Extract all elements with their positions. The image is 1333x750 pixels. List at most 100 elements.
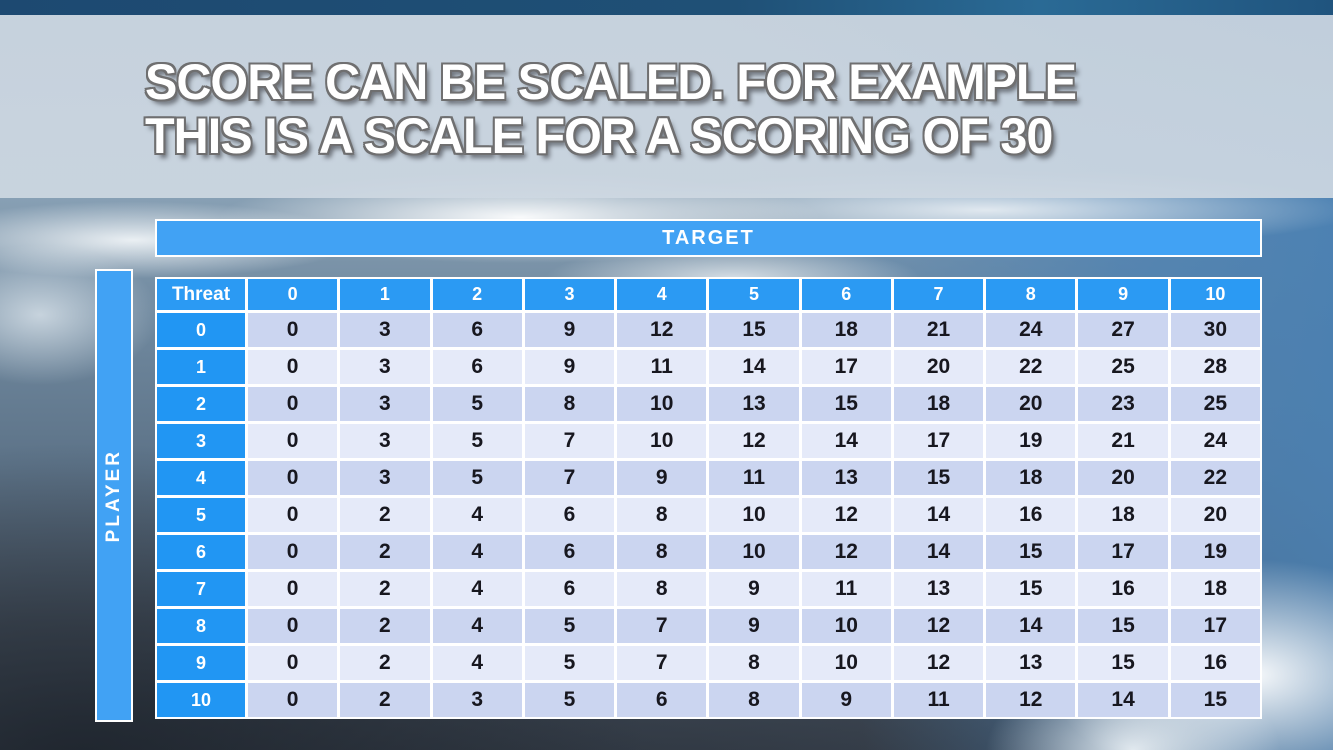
score-cell-r7-c1: 2 bbox=[340, 572, 430, 606]
score-cell-r6-c2: 4 bbox=[432, 535, 522, 569]
score-cell-r6-c0: 0 bbox=[248, 535, 338, 569]
score-cell-r0-c2: 6 bbox=[432, 313, 522, 347]
score-cell-r0-c10: 30 bbox=[1170, 313, 1260, 347]
score-cell-r9-c1: 2 bbox=[340, 646, 430, 680]
score-cell-r4-c1: 3 bbox=[340, 461, 430, 495]
score-cell-r8-c2: 4 bbox=[432, 609, 522, 643]
score-cell-r9-c4: 7 bbox=[617, 646, 707, 680]
score-cell-r8-c6: 10 bbox=[801, 609, 891, 643]
score-cell-r9-c3: 5 bbox=[524, 646, 615, 680]
score-cell-r10-c3: 5 bbox=[524, 683, 615, 717]
score-cell-r0-c5: 15 bbox=[709, 313, 799, 347]
score-cell-r4-c9: 20 bbox=[1078, 461, 1168, 495]
score-cell-r3-c4: 10 bbox=[617, 424, 707, 458]
title-band: SCORE CAN BE SCALED. FOR EXAMPLE THIS IS… bbox=[0, 15, 1333, 198]
score-cell-r5-c10: 20 bbox=[1170, 498, 1260, 532]
score-cell-r9-c10: 16 bbox=[1170, 646, 1260, 680]
score-cell-r0-c8: 24 bbox=[986, 313, 1076, 347]
score-cell-r6-c8: 15 bbox=[986, 535, 1076, 569]
score-cell-r8-c10: 17 bbox=[1170, 609, 1260, 643]
score-cell-r2-c4: 10 bbox=[617, 387, 707, 421]
score-cell-r0-c9: 27 bbox=[1078, 313, 1168, 347]
score-cell-r8-c5: 9 bbox=[709, 609, 799, 643]
score-cell-r1-c2: 6 bbox=[432, 350, 522, 384]
score-cell-r5-c1: 2 bbox=[340, 498, 430, 532]
score-cell-r10-c10: 15 bbox=[1170, 683, 1260, 717]
score-cell-r10-c5: 8 bbox=[709, 683, 799, 717]
score-cell-r4-c10: 22 bbox=[1170, 461, 1260, 495]
score-cell-r8-c4: 7 bbox=[617, 609, 707, 643]
score-cell-r0-c4: 12 bbox=[617, 313, 707, 347]
score-cell-r2-c8: 20 bbox=[986, 387, 1076, 421]
player-axis-header: PLAYER bbox=[95, 269, 133, 722]
score-cell-r0-c7: 21 bbox=[893, 313, 984, 347]
row-header-6: 6 bbox=[157, 535, 245, 569]
score-cell-r10-c6: 9 bbox=[801, 683, 891, 717]
row-header-5: 5 bbox=[157, 498, 245, 532]
corner-header-threat: Threat bbox=[157, 279, 245, 310]
score-matrix: Threat 0 1 2 3 4 5 6 7 8 9 10 0 0 3 6 9 12 15 18 21 24 27 30 1 0 3… bbox=[155, 277, 1262, 719]
score-cell-r9-c7: 12 bbox=[893, 646, 984, 680]
score-cell-r3-c3: 7 bbox=[524, 424, 615, 458]
row-header-3: 3 bbox=[157, 424, 245, 458]
row-header-2: 2 bbox=[157, 387, 245, 421]
score-cell-r6-c10: 19 bbox=[1170, 535, 1260, 569]
score-cell-r4-c3: 7 bbox=[524, 461, 615, 495]
score-cell-r2-c10: 25 bbox=[1170, 387, 1260, 421]
score-cell-r1-c0: 0 bbox=[248, 350, 338, 384]
score-cell-r4-c4: 9 bbox=[617, 461, 707, 495]
score-cell-r2-c9: 23 bbox=[1078, 387, 1168, 421]
col-header-4: 4 bbox=[617, 279, 707, 310]
score-cell-r7-c10: 18 bbox=[1170, 572, 1260, 606]
score-cell-r1-c7: 20 bbox=[893, 350, 984, 384]
score-cell-r9-c0: 0 bbox=[248, 646, 338, 680]
score-cell-r2-c6: 15 bbox=[801, 387, 891, 421]
score-cell-r1-c6: 17 bbox=[801, 350, 891, 384]
row-header-4: 4 bbox=[157, 461, 245, 495]
row-header-10: 10 bbox=[157, 683, 245, 717]
score-cell-r7-c6: 11 bbox=[801, 572, 891, 606]
title-line-2: THIS IS A SCALE FOR A SCORING OF 30 bbox=[145, 108, 1053, 164]
score-cell-r6-c1: 2 bbox=[340, 535, 430, 569]
score-cell-r0-c3: 9 bbox=[524, 313, 615, 347]
col-header-7: 7 bbox=[893, 279, 984, 310]
row-header-7: 7 bbox=[157, 572, 245, 606]
score-cell-r2-c7: 18 bbox=[893, 387, 984, 421]
row-header-0: 0 bbox=[157, 313, 245, 347]
score-cell-r3-c1: 3 bbox=[340, 424, 430, 458]
score-cell-r6-c3: 6 bbox=[524, 535, 615, 569]
score-cell-r9-c2: 4 bbox=[432, 646, 522, 680]
score-cell-r6-c6: 12 bbox=[801, 535, 891, 569]
row-header-1: 1 bbox=[157, 350, 245, 384]
score-cell-r1-c4: 11 bbox=[617, 350, 707, 384]
score-cell-r8-c7: 12 bbox=[893, 609, 984, 643]
player-axis-label: PLAYER bbox=[103, 448, 124, 543]
score-cell-r9-c9: 15 bbox=[1078, 646, 1168, 680]
slide-title: SCORE CAN BE SCALED. FOR EXAMPLE THIS IS… bbox=[145, 55, 1077, 164]
score-cell-r9-c6: 10 bbox=[801, 646, 891, 680]
score-cell-r4-c6: 13 bbox=[801, 461, 891, 495]
top-accent-bar bbox=[0, 0, 1333, 15]
score-cell-r5-c2: 4 bbox=[432, 498, 522, 532]
score-cell-r7-c2: 4 bbox=[432, 572, 522, 606]
score-cell-r3-c9: 21 bbox=[1078, 424, 1168, 458]
col-header-5: 5 bbox=[709, 279, 799, 310]
score-cell-r8-c8: 14 bbox=[986, 609, 1076, 643]
score-cell-r10-c1: 2 bbox=[340, 683, 430, 717]
score-cell-r1-c1: 3 bbox=[340, 350, 430, 384]
score-cell-r5-c5: 10 bbox=[709, 498, 799, 532]
score-cell-r5-c6: 12 bbox=[801, 498, 891, 532]
score-cell-r0-c0: 0 bbox=[248, 313, 338, 347]
score-cell-r3-c0: 0 bbox=[248, 424, 338, 458]
target-axis-header: TARGET bbox=[155, 219, 1262, 257]
score-cell-r1-c8: 22 bbox=[986, 350, 1076, 384]
score-cell-r5-c8: 16 bbox=[986, 498, 1076, 532]
col-header-6: 6 bbox=[801, 279, 891, 310]
score-cell-r10-c8: 12 bbox=[986, 683, 1076, 717]
score-cell-r2-c2: 5 bbox=[432, 387, 522, 421]
score-cell-r1-c5: 14 bbox=[709, 350, 799, 384]
score-cell-r8-c0: 0 bbox=[248, 609, 338, 643]
score-cell-r7-c4: 8 bbox=[617, 572, 707, 606]
score-cell-r4-c0: 0 bbox=[248, 461, 338, 495]
